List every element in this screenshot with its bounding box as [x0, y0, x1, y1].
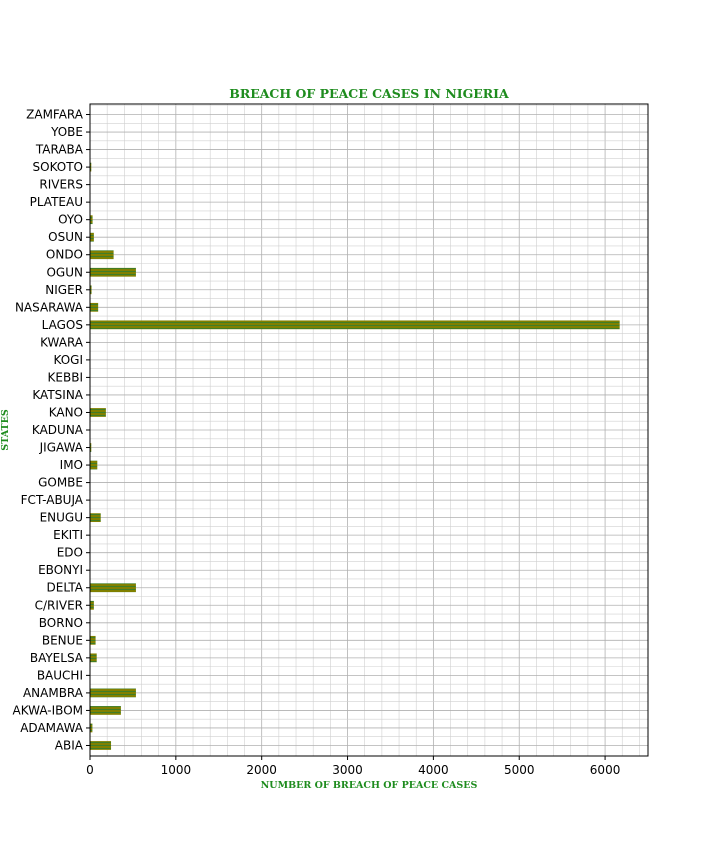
y-tick-label: EKITI: [53, 528, 83, 542]
bar-lagos: [90, 320, 620, 330]
bar-sokoto: [90, 162, 92, 172]
bar-akwa-ibom: [90, 706, 121, 715]
y-axis: ABIA ADAMAWA AKWA-IBOM ANAMBRA BAUCHI BAYELSA…: [13, 108, 90, 752]
bar-imo: [90, 460, 98, 470]
x-tick-label: 2000: [246, 763, 277, 777]
y-tick-label: SOKOTO: [33, 160, 84, 174]
bar-kano: [90, 408, 106, 417]
y-tick-label: GOMBE: [38, 476, 83, 490]
y-tick-label: IMO: [60, 458, 83, 472]
y-tick-label: BORNO: [39, 616, 83, 630]
y-tick-label: YOBE: [50, 125, 83, 139]
bar-ogun: [90, 267, 136, 277]
bar-osun: [90, 232, 94, 242]
y-tick-label: FCT-ABUJA: [21, 493, 84, 507]
y-tick-label: NASARAWA: [15, 300, 84, 314]
x-tick-label: 3000: [332, 763, 363, 777]
y-tick-label: KOGI: [54, 353, 84, 367]
y-tick-label: KWARA: [40, 335, 84, 349]
chart-title: BREACH OF PEACE CASES IN NIGERIA: [229, 86, 509, 101]
bar-abia: [90, 741, 112, 750]
bar-bayelsa: [90, 653, 97, 663]
y-tick-label: ENUGU: [40, 511, 83, 525]
y-tick-label: OGUN: [46, 265, 83, 279]
y-tick-label: TARABA: [35, 143, 84, 157]
grid: [89, 104, 648, 756]
bar-anambra: [90, 688, 136, 698]
bar-nasarawa: [90, 302, 99, 312]
y-tick-label: EDO: [57, 546, 83, 560]
y-tick-label: OSUN: [48, 230, 83, 244]
y-tick-label: EBONYI: [38, 563, 83, 577]
y-tick-label: ONDO: [46, 248, 83, 262]
y-tick-label: BAUCHI: [37, 668, 83, 682]
y-tick-label: ZAMFARA: [26, 108, 84, 122]
x-tick-label: 0: [86, 763, 94, 777]
bars: [90, 162, 620, 750]
x-tick-label: 4000: [418, 763, 449, 777]
y-tick-label: NIGER: [45, 283, 83, 297]
y-axis-label: STATES: [0, 409, 11, 451]
bar-ondo: [90, 250, 114, 260]
y-tick-label: KATSINA: [32, 388, 83, 402]
y-tick-label: ABIA: [55, 738, 84, 752]
y-tick-label: C/RIVER: [35, 598, 83, 612]
bar-enugu: [90, 513, 101, 523]
y-tick-label: JIGAWA: [39, 441, 84, 455]
bar-adamawa: [90, 723, 93, 733]
x-axis: 0 1000 2000 3000 4000 5000 6000: [86, 756, 620, 777]
bar-c-river: [90, 600, 94, 610]
bar-jigawa: [90, 443, 92, 452]
bar-niger: [90, 285, 92, 295]
bar-benue: [90, 635, 96, 645]
y-tick-label: ADAMAWA: [20, 721, 84, 735]
y-tick-label: BAYELSA: [30, 651, 84, 665]
x-tick-label: 1000: [161, 763, 192, 777]
bar-oyo: [90, 215, 93, 225]
y-tick-label: DELTA: [47, 581, 84, 595]
y-tick-label: RIVERS: [39, 178, 83, 192]
y-tick-label: BENUE: [42, 633, 83, 647]
x-tick-label: 5000: [504, 763, 535, 777]
y-tick-label: PLATEAU: [30, 195, 83, 209]
bar-delta: [90, 583, 136, 593]
x-tick-label: 6000: [590, 763, 621, 777]
y-tick-label: LAGOS: [42, 318, 83, 332]
y-tick-label: KEBBI: [48, 370, 83, 384]
y-tick-label: KADUNA: [32, 423, 84, 437]
y-tick-label: KANO: [49, 405, 83, 419]
y-tick-label: OYO: [58, 213, 83, 227]
y-tick-label: ANAMBRA: [23, 686, 84, 700]
y-tick-label: AKWA-IBOM: [13, 703, 84, 717]
x-axis-label: NUMBER OF BREACH OF PEACE CASES: [261, 780, 478, 791]
